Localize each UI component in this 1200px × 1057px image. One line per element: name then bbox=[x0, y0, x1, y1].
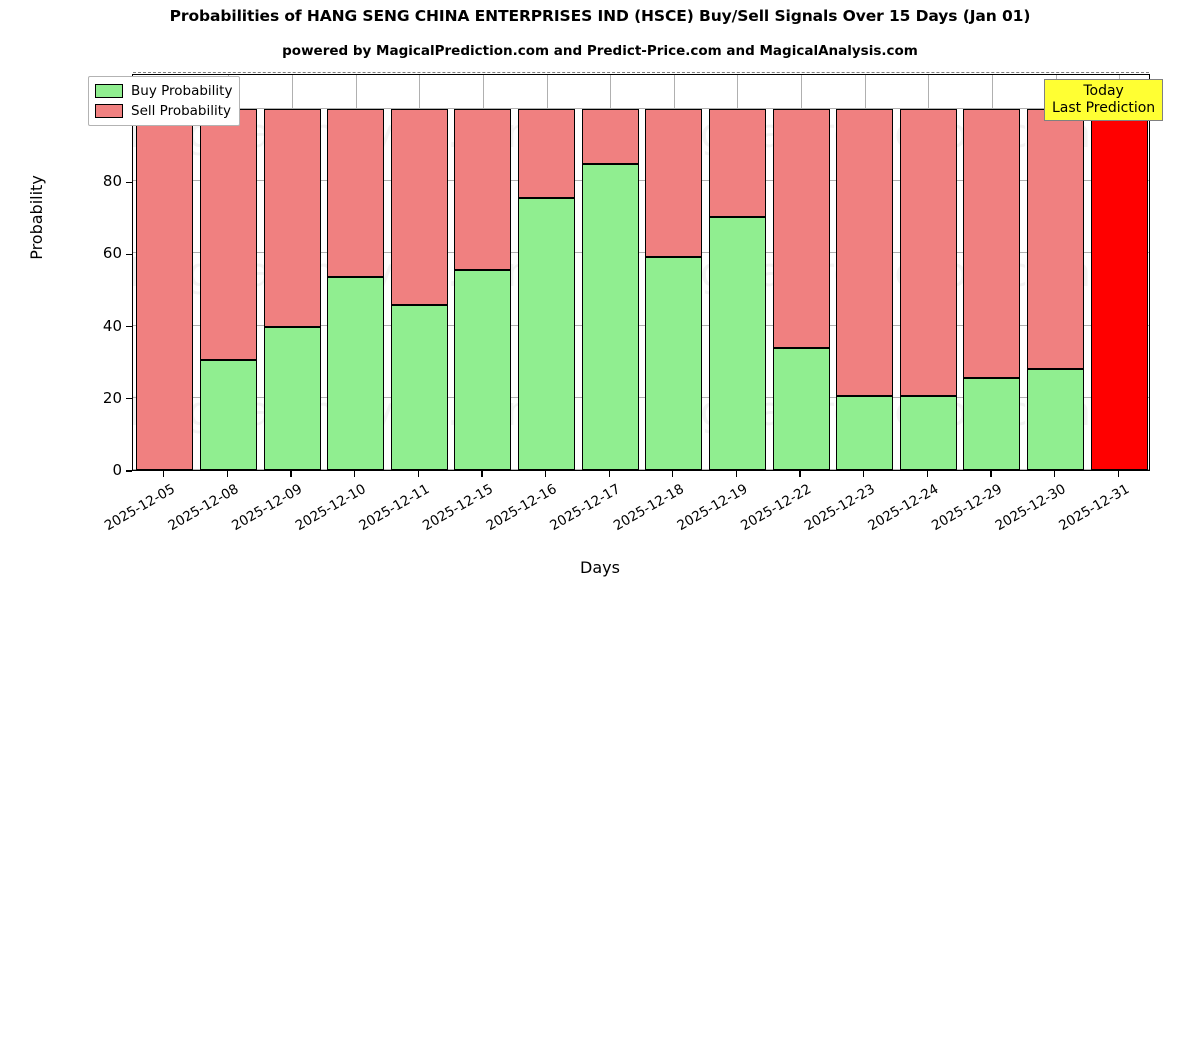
bar-group[interactable] bbox=[518, 73, 576, 470]
bar-segment-today[interactable] bbox=[1090, 109, 1148, 470]
chart-legend: Buy Probability Sell Probability bbox=[88, 76, 241, 126]
bar-segment-buy[interactable] bbox=[708, 217, 766, 470]
x-tick-mark bbox=[163, 471, 165, 477]
x-tick-mark bbox=[1117, 471, 1119, 477]
bar-group[interactable] bbox=[581, 73, 639, 470]
today-annotation: Today Last Prediction bbox=[1044, 79, 1164, 122]
x-tick-mark bbox=[544, 471, 547, 477]
x-tick-mark bbox=[290, 471, 292, 477]
bar-segment-buy[interactable] bbox=[199, 359, 257, 470]
bar-group[interactable] bbox=[772, 73, 830, 470]
bar-group[interactable] bbox=[136, 73, 194, 470]
bar-segment-buy[interactable] bbox=[518, 198, 576, 470]
y-tick-label: 0 bbox=[112, 461, 122, 479]
bar-segment-buy[interactable] bbox=[772, 348, 830, 470]
legend-swatch bbox=[95, 84, 123, 98]
bar-segment-buy[interactable] bbox=[963, 378, 1021, 470]
x-tick-mark bbox=[672, 471, 674, 477]
x-axis-label: Days bbox=[580, 558, 620, 577]
y-tick-mark bbox=[126, 470, 132, 472]
bar-segment-buy[interactable] bbox=[581, 163, 639, 470]
plot-area: MagicalAnalysis.comMagicalPrediction.com… bbox=[129, 72, 1150, 471]
bar-group[interactable] bbox=[708, 73, 766, 470]
x-tick-mark bbox=[799, 471, 801, 477]
x-tick-mark bbox=[417, 471, 419, 477]
bar-group[interactable] bbox=[836, 73, 894, 470]
bar-segment-sell[interactable] bbox=[263, 109, 321, 328]
y-tick-mark bbox=[126, 326, 132, 328]
bar-segment-buy[interactable] bbox=[454, 270, 512, 470]
bar-segment-buy[interactable] bbox=[836, 395, 894, 470]
reference-dashed-line bbox=[133, 72, 1149, 73]
y-tick-label: 80 bbox=[102, 172, 122, 191]
bar-group[interactable] bbox=[1027, 73, 1085, 470]
bar-group[interactable] bbox=[263, 73, 321, 470]
x-tick-mark bbox=[226, 471, 229, 477]
bar-segment-buy[interactable] bbox=[263, 327, 321, 470]
x-tick-mark bbox=[1053, 471, 1056, 477]
gridline-horizontal bbox=[133, 469, 1149, 470]
bar-segment-buy[interactable] bbox=[645, 256, 703, 470]
bar-segment-sell[interactable] bbox=[708, 109, 766, 218]
bar-segment-buy[interactable] bbox=[327, 276, 385, 470]
bar-segment-sell[interactable] bbox=[1027, 109, 1085, 370]
y-tick-label: 20 bbox=[102, 388, 122, 407]
bar-group[interactable] bbox=[327, 73, 385, 470]
x-tick-mark bbox=[863, 471, 865, 477]
bar-group[interactable] bbox=[454, 73, 512, 470]
bar-segment-sell[interactable] bbox=[899, 109, 957, 397]
x-tick-mark bbox=[926, 471, 928, 477]
today-annotation-line2: Last Prediction bbox=[1052, 99, 1156, 116]
bar-segment-sell[interactable] bbox=[836, 109, 894, 396]
bar-segment-sell[interactable] bbox=[390, 109, 448, 305]
bar-segment-sell[interactable] bbox=[454, 109, 512, 271]
y-axis-label: Probability bbox=[26, 175, 46, 260]
bar-group[interactable] bbox=[199, 73, 257, 470]
bar-segment-sell[interactable] bbox=[136, 109, 194, 470]
bar-segment-buy[interactable] bbox=[1027, 369, 1085, 470]
y-tick-mark bbox=[126, 253, 132, 256]
bar-segment-sell[interactable] bbox=[963, 109, 1021, 379]
x-tick-mark bbox=[481, 471, 483, 477]
x-tick-mark bbox=[608, 471, 610, 477]
bar-segment-sell[interactable] bbox=[199, 109, 257, 360]
today-annotation-line1: Today bbox=[1083, 83, 1124, 99]
bar-segment-sell[interactable] bbox=[645, 109, 703, 257]
y-tick-mark bbox=[126, 398, 132, 400]
gridline-horizontal bbox=[133, 108, 1149, 110]
bar-group[interactable] bbox=[390, 73, 448, 470]
x-tick-mark bbox=[354, 471, 356, 477]
gridline-horizontal bbox=[133, 180, 1149, 182]
gridline-horizontal bbox=[133, 252, 1149, 254]
bar-segment-sell[interactable] bbox=[581, 109, 639, 164]
legend-label: Sell Probability bbox=[131, 103, 232, 119]
bar-segment-sell[interactable] bbox=[327, 109, 385, 277]
legend-label: Buy Probability bbox=[131, 83, 233, 99]
bar-segment-sell[interactable] bbox=[772, 109, 830, 349]
bar-group[interactable] bbox=[899, 73, 957, 470]
bar-group[interactable] bbox=[645, 73, 703, 470]
x-tick-mark bbox=[990, 471, 992, 477]
y-tick-mark bbox=[126, 181, 132, 183]
legend-item[interactable]: Buy Probability bbox=[95, 82, 232, 100]
chart-title: Probabilities of HANG SENG CHINA ENTERPR… bbox=[169, 7, 1031, 25]
bar-segment-buy[interactable] bbox=[899, 396, 957, 470]
bar-segment-buy[interactable] bbox=[390, 304, 448, 470]
chart-figure: Probabilities of HANG SENG CHINA ENTERPR… bbox=[26, 7, 1164, 577]
chart-subtitle: powered by MagicalPrediction.com and Pre… bbox=[282, 43, 918, 59]
x-tick-mark bbox=[735, 471, 738, 477]
bar-group[interactable] bbox=[963, 73, 1021, 470]
gridline-horizontal bbox=[133, 396, 1149, 398]
gridline-horizontal bbox=[133, 324, 1149, 326]
legend-item[interactable]: Sell Probability bbox=[95, 102, 232, 120]
y-tick-label: 40 bbox=[102, 316, 122, 335]
bar-segment-sell[interactable] bbox=[518, 109, 576, 199]
bar-group[interactable] bbox=[1090, 73, 1148, 470]
y-tick-label: 60 bbox=[102, 244, 122, 263]
legend-swatch bbox=[95, 104, 123, 118]
